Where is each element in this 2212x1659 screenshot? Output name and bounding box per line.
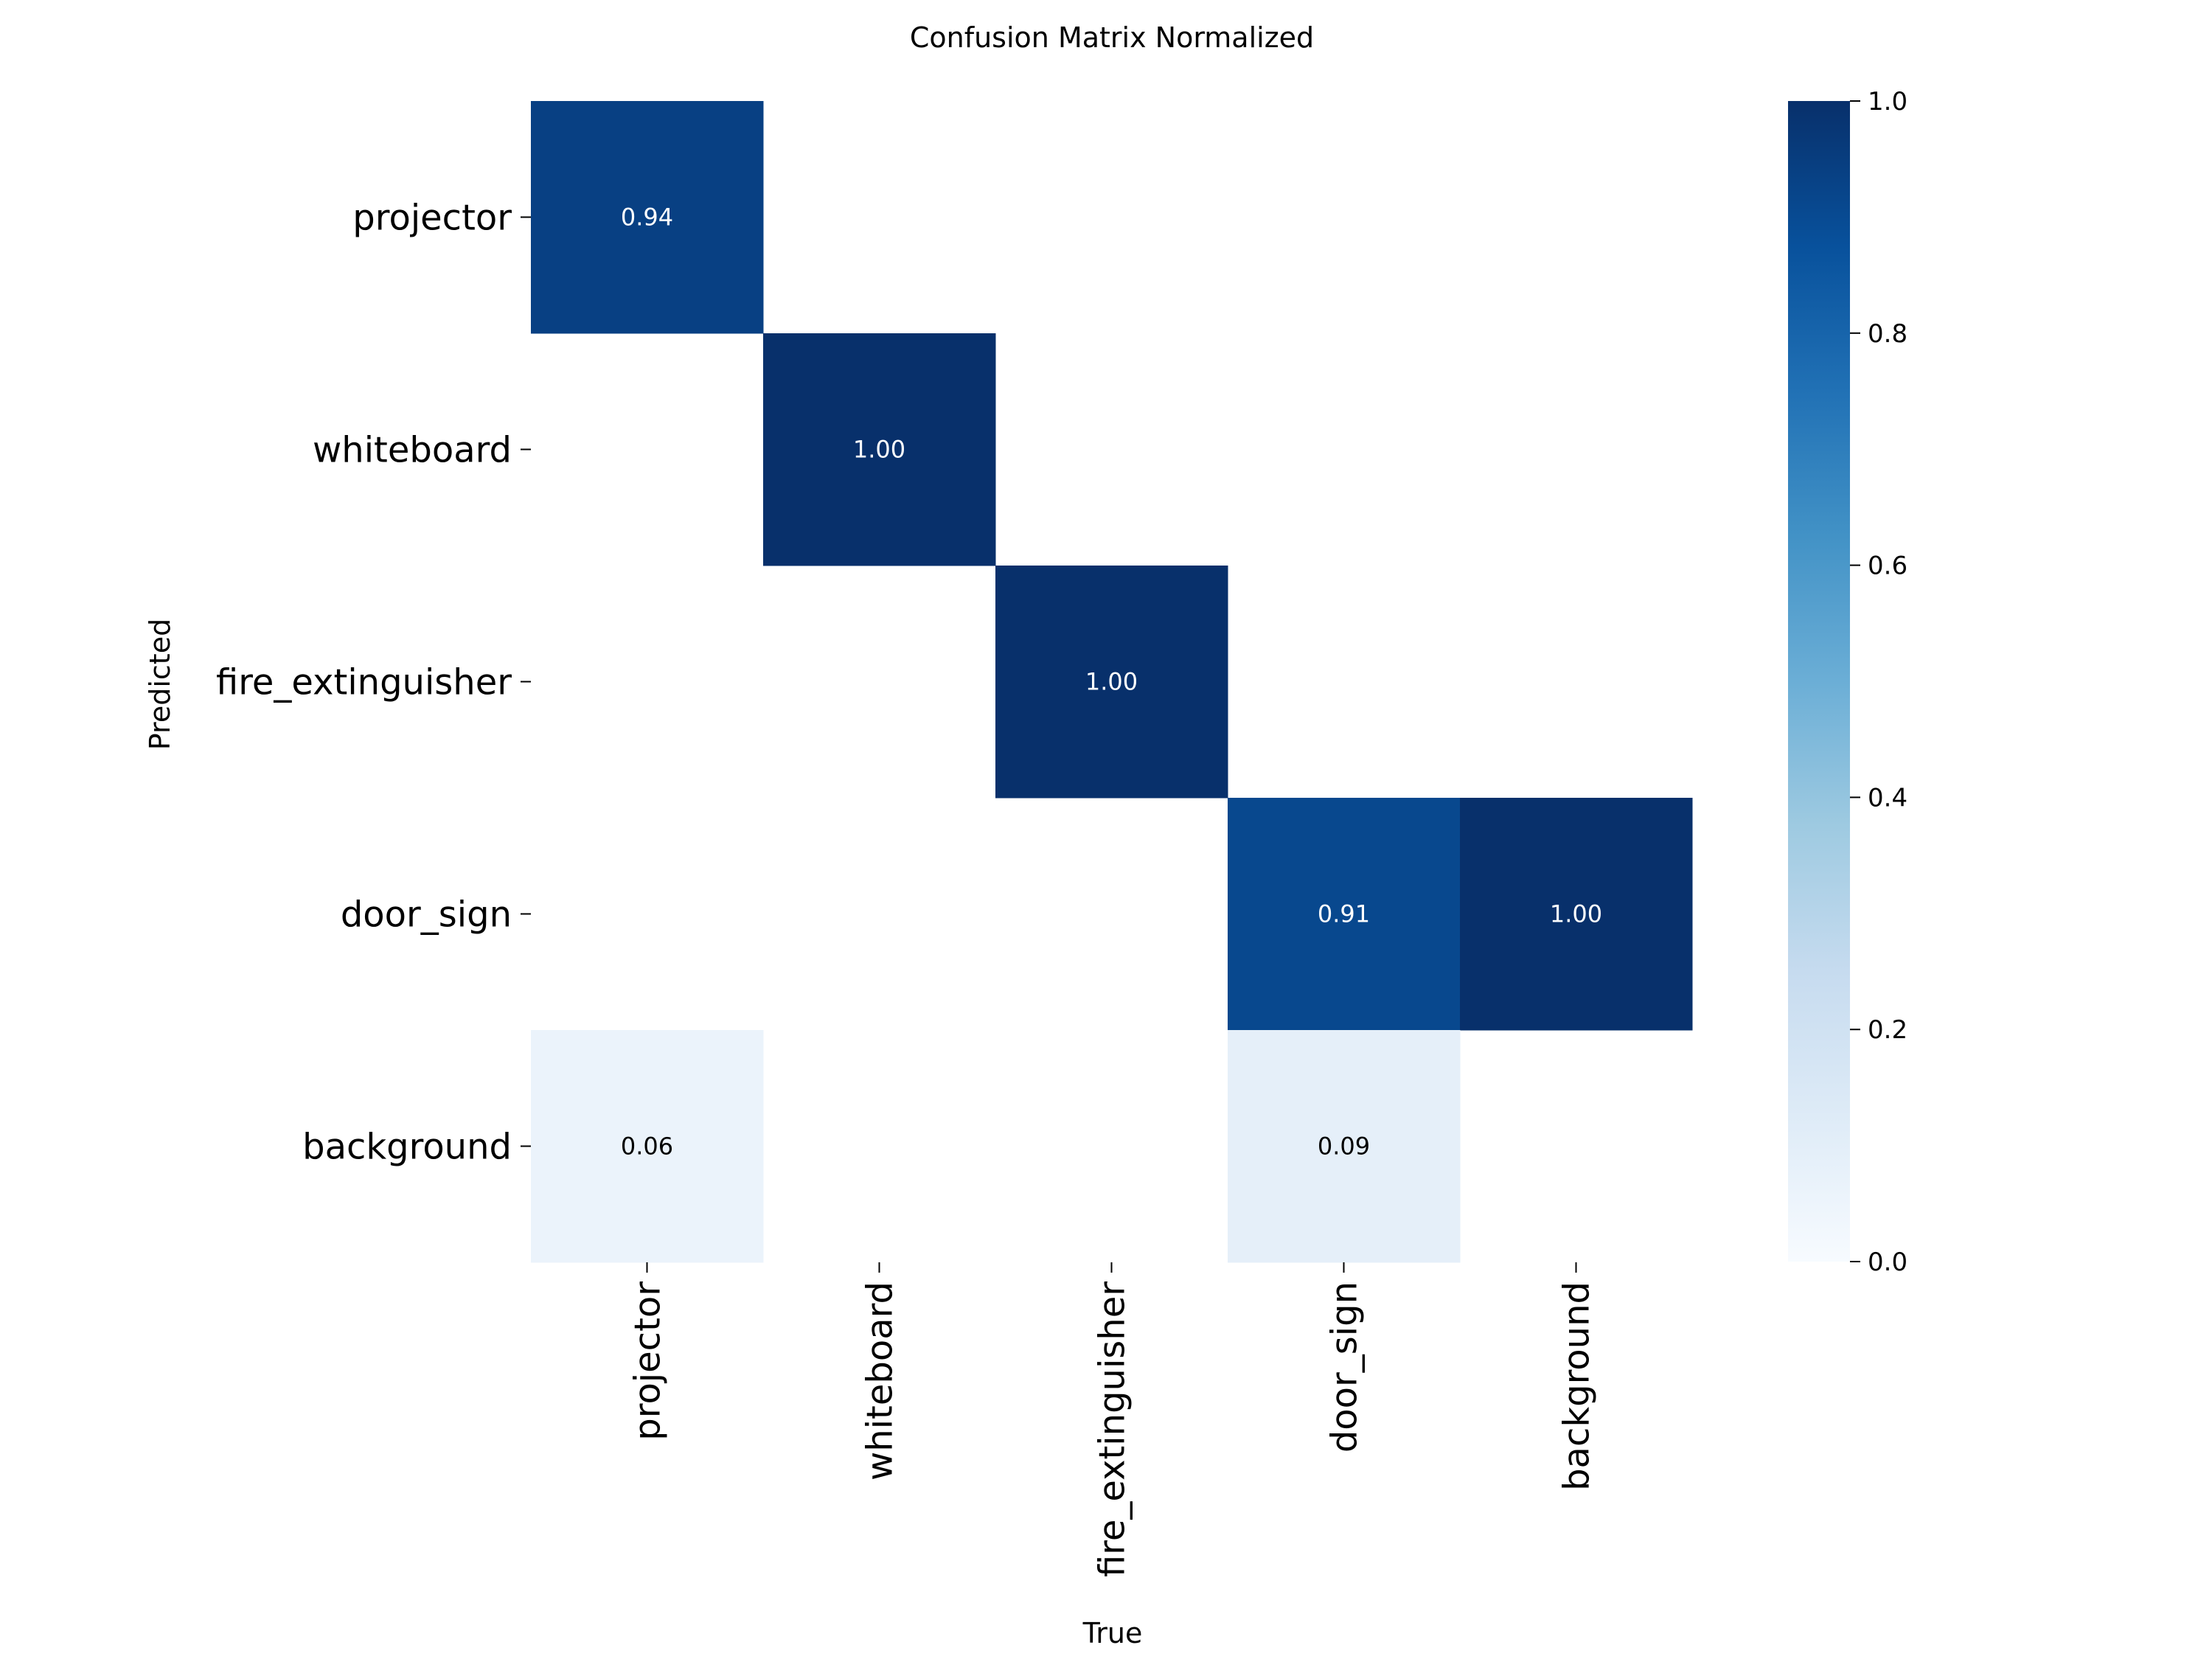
heatmap-cell [995, 566, 1228, 799]
x-axis-ticks: projector whiteboard fire_extinguisher door… [627, 1262, 1598, 1577]
colorbar-tick-label: 0.2 [1868, 1015, 1907, 1045]
colorbar-tick-label: 0.6 [1868, 552, 1907, 581]
y-tick-label: fire_extinguisher [216, 662, 512, 703]
y-tick-label: background [302, 1127, 512, 1168]
colorbar-tick-label: 0.0 [1868, 1248, 1907, 1277]
heatmap-cell [1228, 798, 1461, 1031]
heatmap-cells [531, 101, 1693, 1263]
x-tick-label: fire_extinguisher [1092, 1281, 1133, 1577]
colorbar-tick-label: 0.8 [1868, 319, 1907, 349]
cell-value-label: 1.00 [853, 436, 905, 464]
y-tick-label: door_sign [341, 894, 512, 936]
colorbar-ticks: 0.0 0.2 0.4 0.6 0.8 1.0 [1850, 87, 1907, 1277]
heatmap-cell [1460, 798, 1693, 1031]
heatmap-cell [1228, 1030, 1461, 1263]
x-tick-label: whiteboard [860, 1281, 901, 1481]
x-axis-label: True [1082, 1617, 1143, 1649]
cell-value-label: 0.06 [621, 1133, 673, 1161]
chart-title: Confusion Matrix Normalized [910, 21, 1314, 54]
y-tick-label: whiteboard [313, 430, 512, 471]
colorbar-tick-label: 1.0 [1868, 87, 1907, 116]
heatmap-cell [531, 101, 764, 334]
cell-value-label: 0.91 [1318, 900, 1370, 928]
x-tick-label: background [1557, 1281, 1598, 1491]
x-tick-label: projector [627, 1281, 669, 1441]
colorbar [1788, 101, 1850, 1262]
cell-value-label: 0.94 [621, 204, 673, 232]
heatmap-cell [531, 1030, 764, 1263]
cell-value-label: 1.00 [1550, 900, 1602, 928]
x-tick-label: door_sign [1324, 1281, 1366, 1453]
y-tick-label: projector [352, 198, 512, 239]
heatmap-cell [763, 333, 996, 566]
cell-value-label: 1.00 [1085, 668, 1138, 696]
y-axis-label: Predicted [144, 619, 176, 750]
colorbar-tick-label: 0.4 [1868, 783, 1907, 813]
y-axis-ticks: projector whiteboard fire_extinguisherdoor… [216, 198, 531, 1168]
cell-value-label: 0.09 [1318, 1133, 1370, 1161]
heatmap-cell-labels: 0.94 1.00 1.00 0.91 1.00 0.06 0.09 [621, 204, 1602, 1161]
